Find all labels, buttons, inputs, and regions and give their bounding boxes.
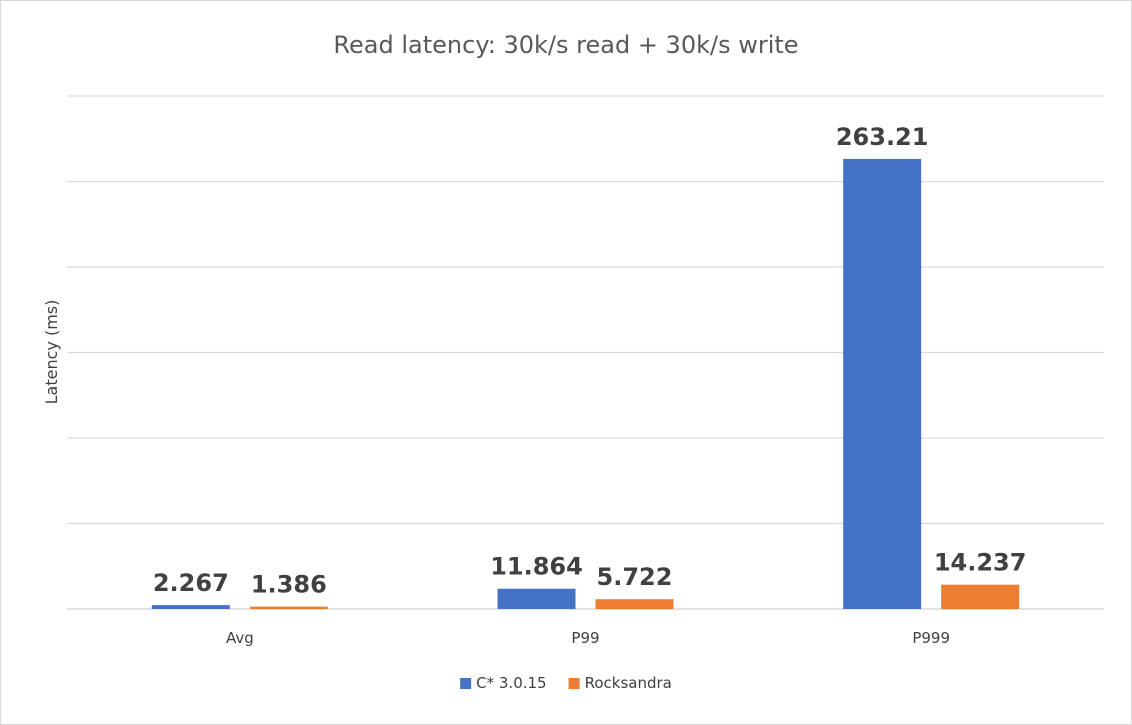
legend-swatch [460,678,472,689]
legend-item[interactable]: Rocksandra [568,674,672,692]
chart-title: Read latency: 30k/s read + 30k/s write [333,31,798,59]
data-labels: 2.267 1.386 11.864 5.722 263.21 14.237 [153,123,1027,599]
legend-label: C* 3.0.15 [476,674,546,692]
bar-p99-series-2 [595,599,674,609]
data-label: 11.864 [490,553,583,581]
legend[interactable]: C* 3.0.15 Rocksandra [460,674,672,692]
x-tick-label: Avg [226,629,254,647]
data-label: 1.386 [251,571,327,599]
data-label: 2.267 [153,569,229,597]
bars [151,158,1020,610]
legend-item[interactable]: C* 3.0.15 [460,674,547,692]
bar-avg-series-2 [249,606,328,609]
bar-p99-series-1 [497,588,576,609]
x-tick-label: P999 [912,629,950,647]
y-axis-label: Latency (ms) [42,300,61,405]
x-tick-label: P99 [571,629,599,647]
bar-p999-series-2 [941,584,1020,609]
bar-p999-series-1 [843,158,922,610]
legend-swatch [568,678,580,689]
x-axis-ticks: Avg P99 P999 [226,629,950,647]
data-label: 14.237 [934,549,1027,577]
gridlines [67,95,1104,610]
data-label: 5.722 [597,563,673,591]
bar-avg-series-1 [151,605,230,609]
legend-label: Rocksandra [585,674,672,692]
data-label: 263.21 [836,123,929,151]
